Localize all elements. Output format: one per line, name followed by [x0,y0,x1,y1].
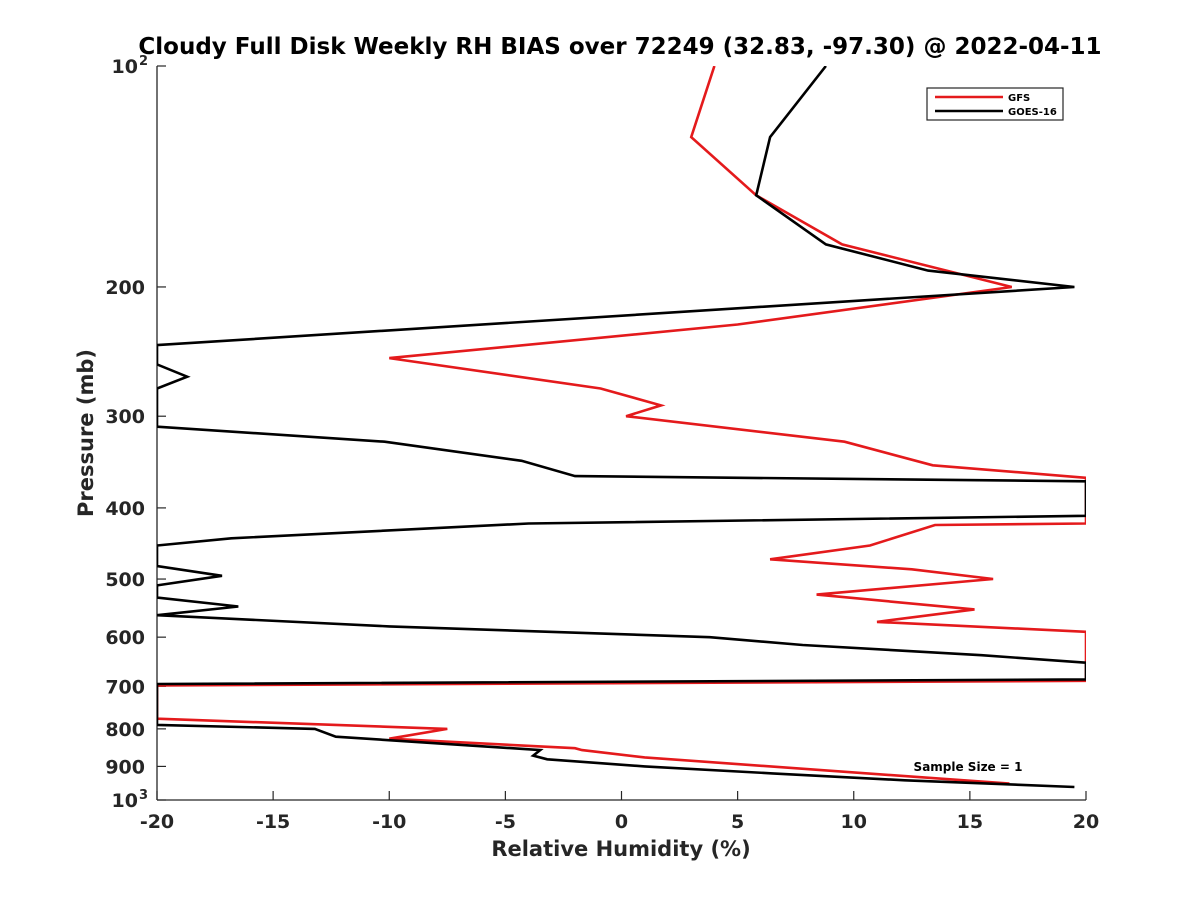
y-tick-label: 400 [105,498,145,520]
x-tick-label: -5 [495,811,516,833]
x-tick-label: 10 [841,811,867,833]
sample-size-annotation: Sample Size = 1 [914,760,1023,774]
chart-title: Cloudy Full Disk Weekly RH BIAS over 722… [138,34,1101,60]
series-line-goes-16 [157,66,1086,789]
x-tick-label: -15 [256,811,290,833]
legend: GFS GOES-16 [926,87,1064,121]
x-axis-label: Relative Humidity (%) [491,837,750,861]
legend-box [926,87,1064,121]
y-axis-label: Pressure (mb) [74,349,98,517]
legend-label-gfs: GFS [1008,93,1030,104]
y-tick-label: 200 [105,277,145,299]
y-tick-label: 700 [105,676,145,698]
y-tick-label: 900 [105,756,145,778]
y-tick-label: 10 [112,56,138,78]
x-tick-label: -10 [372,811,406,833]
x-tick-label: 20 [1073,811,1099,833]
legend-label-goes-16: GOES-16 [1008,107,1057,118]
x-tick-label: 5 [731,811,744,833]
y-tick-exponent: 2 [139,54,148,69]
y-tick-label: 800 [105,719,145,741]
x-tick-label: -20 [140,811,174,833]
x-tick-label: 0 [615,811,628,833]
x-tick-label: 15 [957,811,983,833]
y-tick-label: 600 [105,627,145,649]
y-tick-label: 10 [112,790,138,812]
y-tick-label: 300 [105,406,145,428]
y-tick-exponent: 3 [139,788,148,803]
series-line-gfs [157,66,1086,785]
y-tick-label: 500 [105,569,145,591]
